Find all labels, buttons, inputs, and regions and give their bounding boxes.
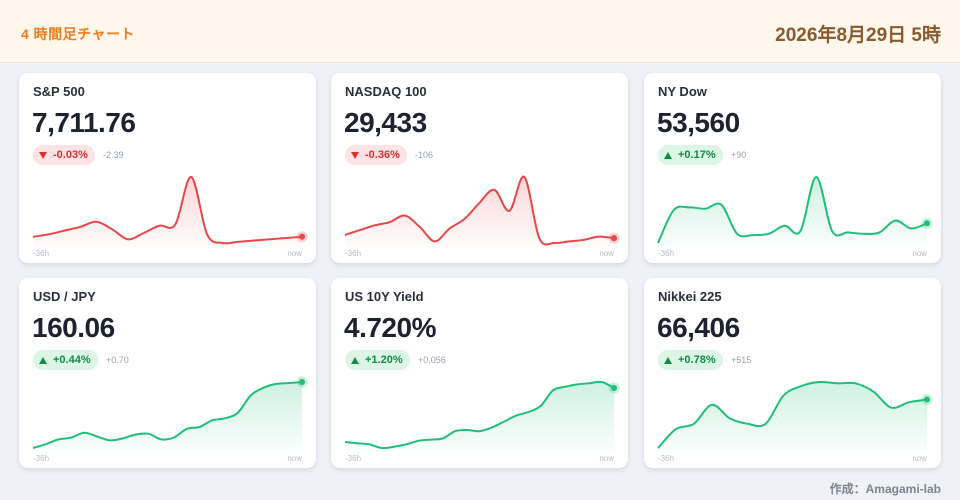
sparkline-area [658, 177, 927, 247]
market-card[interactable]: NASDAQ 100 29,433 -0.36% -106 -36h now [331, 73, 628, 263]
change-percent: +0.78% [678, 354, 716, 366]
sparkline-chart [344, 175, 620, 247]
axis-end-label: now [912, 454, 927, 463]
change-percent: +0.17% [678, 149, 716, 161]
axis-end-label: now [287, 454, 302, 463]
change-badge: +0.17% [658, 145, 723, 165]
last-point-dot [611, 385, 617, 391]
sparkline-line [344, 175, 615, 246]
last-point-dot [924, 396, 930, 403]
change-badge: +0.44% [33, 350, 98, 370]
sparkline-line [657, 176, 928, 244]
market-price: 53,560 [657, 107, 740, 138]
change-percent: +0.44% [53, 354, 91, 366]
header-bar: 4 時間足チャート 2026年8月29日 5時 [0, 0, 960, 63]
sparkline-line [344, 380, 615, 450]
axis-start-label: -36h [658, 249, 675, 258]
market-card[interactable]: NY Dow 53,560 +0.17% +90 -36h now [644, 73, 941, 263]
sparkline-chart [32, 175, 308, 247]
market-name: NY Dow [658, 84, 707, 99]
axis-end-label: now [912, 249, 927, 258]
market-price: 4.720% [344, 312, 436, 343]
change-badge: -0.03% [33, 145, 95, 165]
market-name: Nikkei 225 [658, 289, 722, 304]
change-absolute: -2.39 [103, 150, 124, 160]
axis-end-label: now [599, 249, 614, 258]
market-name: S&P 500 [33, 84, 85, 99]
change-absolute: -106 [415, 150, 434, 160]
market-card[interactable]: US 10Y Yield 4.720% +1.20% +0.056 -36h n… [331, 278, 628, 468]
axis-start-label: -36h [345, 454, 362, 463]
report-datetime: 2026年8月29日 5時 [775, 25, 941, 46]
axis-end-label: now [599, 454, 614, 463]
sparkline-line [32, 381, 303, 449]
chart-timeframe-title: 4 時間足チャート [21, 26, 136, 42]
sparkline-area [658, 381, 927, 452]
sparkline-chart [657, 176, 933, 247]
change-percent: -0.03% [53, 149, 88, 161]
market-name: USD / JPY [33, 289, 96, 304]
last-point-dot [299, 233, 305, 240]
market-name: US 10Y Yield [345, 289, 424, 304]
last-point-dot [299, 379, 305, 385]
sparkline-line [32, 175, 303, 245]
sparkline-area [345, 176, 614, 247]
market-price: 160.06 [32, 312, 115, 343]
market-price: 7,711.76 [32, 107, 136, 138]
axis-start-label: -36h [658, 454, 675, 463]
change-absolute: +90 [731, 150, 747, 160]
change-absolute: +515 [731, 355, 752, 365]
sparkline-area [345, 381, 614, 452]
triangle-down-icon [39, 151, 47, 159]
market-card[interactable]: Nikkei 225 66,406 +0.78% +515 -36h now [644, 278, 941, 468]
market-name: NASDAQ 100 [345, 84, 427, 99]
change-absolute: +0.70 [106, 355, 129, 365]
sparkline-area [33, 176, 302, 247]
change-badge: +0.78% [658, 350, 723, 370]
axis-end-label: now [287, 249, 302, 258]
change-absolute: +0.056 [418, 355, 446, 365]
triangle-up-icon [664, 356, 672, 364]
market-price: 66,406 [657, 312, 740, 343]
axis-start-label: -36h [33, 249, 50, 258]
credit-footer: 作成：Amagami-lab [829, 482, 941, 496]
axis-start-label: -36h [33, 454, 50, 463]
change-badge: -0.36% [345, 145, 407, 165]
sparkline-line [657, 380, 928, 449]
triangle-up-icon [664, 151, 672, 159]
market-card[interactable]: S&P 500 7,711.76 -0.03% -2.39 -36h now [19, 73, 316, 263]
sparkline-chart [344, 380, 620, 452]
sparkline-chart [32, 376, 308, 452]
change-badge: +1.20% [345, 350, 410, 370]
market-card[interactable]: USD / JPY 160.06 +0.44% +0.70 -36h now [19, 278, 316, 468]
last-point-dot [611, 235, 617, 242]
last-point-dot [924, 220, 930, 227]
axis-start-label: -36h [345, 249, 362, 258]
triangle-down-icon [351, 151, 359, 159]
triangle-up-icon [39, 356, 47, 364]
triangle-up-icon [351, 356, 359, 364]
market-price: 29,433 [344, 107, 427, 138]
change-percent: +1.20% [365, 354, 403, 366]
change-percent: -0.36% [365, 149, 400, 161]
sparkline-area [33, 382, 302, 452]
sparkline-chart [657, 380, 933, 452]
